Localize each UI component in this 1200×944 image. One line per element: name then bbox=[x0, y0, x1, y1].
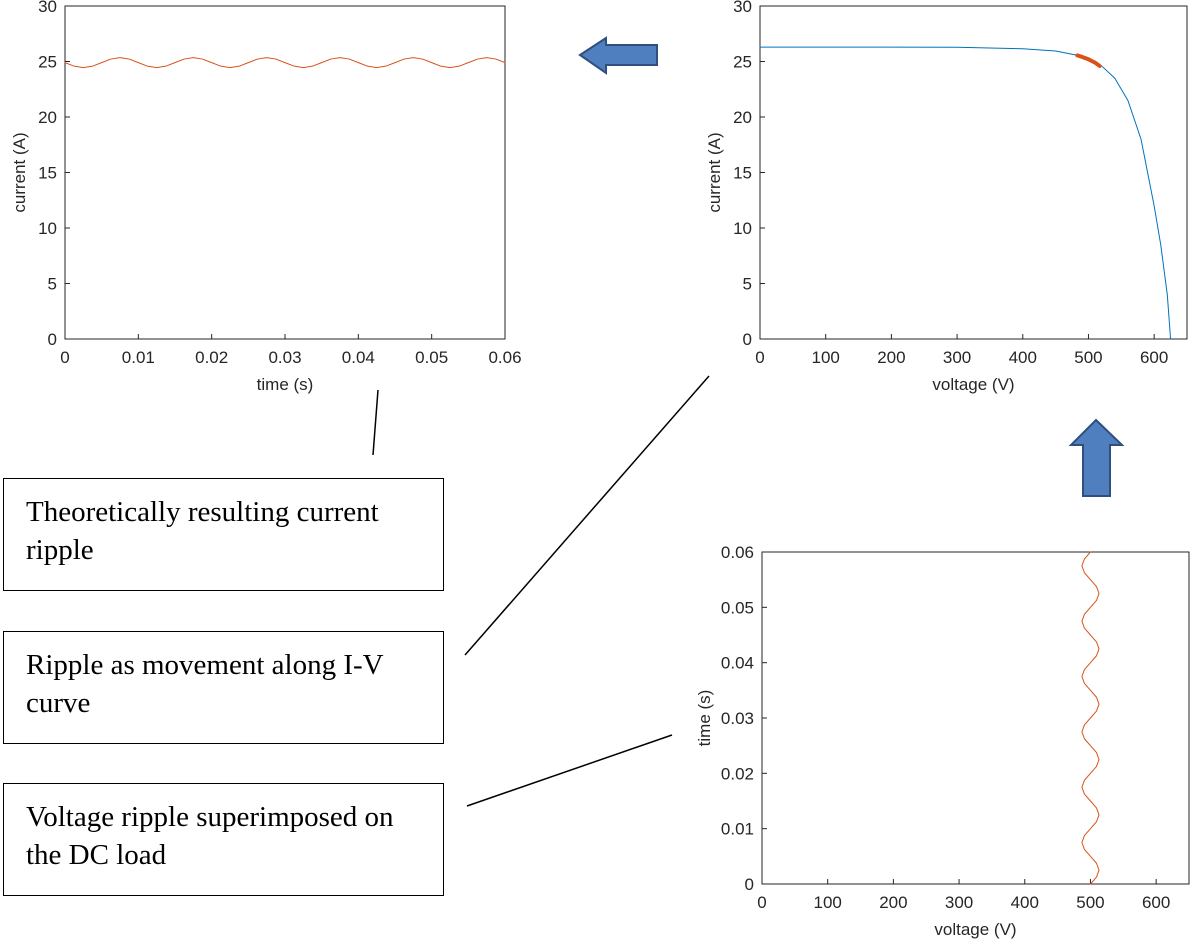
x-tick-label: 500 bbox=[1076, 893, 1104, 912]
y-tick-label: 5 bbox=[48, 275, 57, 294]
axes-box bbox=[761, 551, 1190, 885]
connector bbox=[464, 375, 710, 656]
y-tick-label: 0.05 bbox=[721, 598, 754, 617]
x-tick-label: 0.05 bbox=[415, 348, 448, 367]
note-box: Theoretically resulting current ripple bbox=[3, 478, 444, 591]
y-tick-label: 0.01 bbox=[721, 820, 754, 839]
note-box: Ripple as movement along I-V curve bbox=[3, 631, 444, 744]
axes-box bbox=[64, 5, 506, 340]
x-axis-label: voltage (V) bbox=[932, 375, 1014, 394]
arrow-left bbox=[578, 36, 658, 75]
axes-box bbox=[759, 5, 1188, 340]
x-tick-label: 200 bbox=[877, 348, 905, 367]
y-tick-label: 10 bbox=[733, 219, 752, 238]
line bbox=[1075, 53, 1102, 68]
x-axis-label: time (s) bbox=[257, 375, 314, 394]
y-axis-label: current (A) bbox=[10, 132, 29, 212]
x-tick-label: 0.06 bbox=[488, 348, 521, 367]
line bbox=[759, 46, 1172, 340]
note-box: Voltage ripple superimposed on the DC lo… bbox=[3, 783, 444, 896]
x-tick-label: 0.02 bbox=[195, 348, 228, 367]
y-tick-label: 0.06 bbox=[721, 543, 754, 562]
x-tick-label: 0.04 bbox=[342, 348, 375, 367]
y-tick-label: 15 bbox=[38, 164, 57, 183]
y-tick-label: 25 bbox=[38, 53, 57, 72]
y-tick-label: 0.02 bbox=[721, 764, 754, 783]
x-tick-label: 0 bbox=[60, 348, 69, 367]
y-tick-label: 0 bbox=[745, 875, 754, 894]
x-tick-label: 300 bbox=[945, 893, 973, 912]
y-tick-label: 20 bbox=[38, 108, 57, 127]
x-tick-label: 400 bbox=[1011, 893, 1039, 912]
x-tick-label: 600 bbox=[1142, 893, 1170, 912]
x-tick-label: 500 bbox=[1074, 348, 1102, 367]
x-tick-label: 0 bbox=[757, 893, 766, 912]
y-tick-label: 20 bbox=[733, 108, 752, 127]
y-tick-label: 10 bbox=[38, 219, 57, 238]
connector bbox=[372, 389, 379, 456]
y-axis-label: current (A) bbox=[705, 132, 724, 212]
x-tick-label: 0.01 bbox=[122, 348, 155, 367]
x-tick-label: 600 bbox=[1140, 348, 1168, 367]
arrow-up bbox=[1068, 418, 1125, 497]
line bbox=[64, 57, 506, 69]
x-tick-label: 400 bbox=[1009, 348, 1037, 367]
x-tick-label: 100 bbox=[812, 348, 840, 367]
y-tick-label: 0.04 bbox=[721, 654, 754, 673]
line bbox=[1081, 551, 1100, 885]
y-tick-label: 5 bbox=[743, 275, 752, 294]
y-tick-label: 0 bbox=[48, 330, 57, 349]
x-axis-label: voltage (V) bbox=[934, 920, 1016, 939]
y-tick-label: 25 bbox=[733, 53, 752, 72]
x-tick-label: 0.03 bbox=[268, 348, 301, 367]
x-tick-label: 0 bbox=[755, 348, 764, 367]
connector bbox=[466, 734, 673, 807]
x-tick-label: 100 bbox=[814, 893, 842, 912]
y-axis-label: time (s) bbox=[695, 690, 714, 747]
y-tick-label: 15 bbox=[733, 164, 752, 183]
y-tick-label: 0 bbox=[743, 330, 752, 349]
y-tick-label: 0.03 bbox=[721, 709, 754, 728]
y-tick-label: 30 bbox=[38, 0, 57, 16]
x-tick-label: 300 bbox=[943, 348, 971, 367]
y-tick-label: 30 bbox=[733, 0, 752, 16]
x-tick-label: 200 bbox=[879, 893, 907, 912]
